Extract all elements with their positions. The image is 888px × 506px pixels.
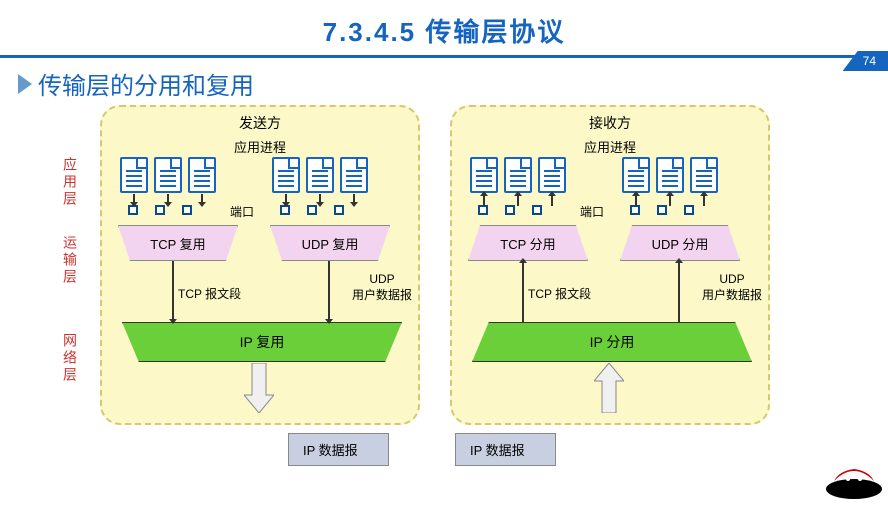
sender-title: 发送方 xyxy=(102,113,418,133)
receiver-title: 接收方 xyxy=(452,113,768,133)
receiver-ip-trap: IP 分用 xyxy=(472,322,752,362)
layer-network-label: 网络层 xyxy=(60,333,80,384)
doc-icon xyxy=(504,157,532,193)
subtitle: 传输层的分用和复用 xyxy=(18,66,888,101)
arrow-right-icon xyxy=(364,442,374,458)
sender-subtitle: 应用进程 xyxy=(102,137,418,156)
doc-icon xyxy=(154,157,182,193)
receiver-port-label: 端口 xyxy=(580,203,604,220)
sender-udp-trap: UDP 复用 xyxy=(270,225,390,261)
sender-docs-right xyxy=(272,157,368,193)
sender-tcp-trap: TCP 复用 xyxy=(118,225,238,261)
receiver-udpseg-label: UDP 用户数据报 xyxy=(702,272,762,303)
doc-icon xyxy=(470,157,498,193)
doc-icon xyxy=(656,157,684,193)
receiver-docs-right xyxy=(622,157,718,193)
arrow-right-icon xyxy=(531,442,541,458)
title-rule: 74 xyxy=(0,55,888,58)
receiver-tcp-trap: TCP 分用 xyxy=(468,225,588,261)
chevron-icon xyxy=(18,74,32,94)
doc-icon xyxy=(272,157,300,193)
doc-icon xyxy=(188,157,216,193)
receiver-ports-right xyxy=(630,205,694,215)
layer-transport-label: 运输层 xyxy=(60,235,80,286)
redhat-logo-icon xyxy=(824,451,884,501)
receiver-ipdg-box: IP 数据报 xyxy=(455,433,556,466)
sender-tcpseg-label: TCP 报文段 xyxy=(178,285,241,302)
receiver-ports-left xyxy=(478,205,542,215)
sender-port-label: 端口 xyxy=(230,203,254,220)
ipdg-label: IP 数据报 xyxy=(470,440,525,459)
doc-icon xyxy=(538,157,566,193)
subtitle-text: 传输层的分用和复用 xyxy=(38,66,254,101)
doc-icon xyxy=(690,157,718,193)
diagram-stage: 应用层 运输层 网络层 发送方 应用进程 端口 TCP 复用 UDP 复用 TC… xyxy=(0,105,888,505)
ipdg-label: IP 数据报 xyxy=(303,440,358,459)
receiver-up-arrow xyxy=(594,363,624,413)
sender-udpseg-label: UDP 用户数据报 xyxy=(352,272,412,303)
sender-ipdg-box: IP 数据报 xyxy=(288,433,389,466)
receiver-subtitle: 应用进程 xyxy=(452,137,768,156)
layer-app-label: 应用层 xyxy=(60,157,80,208)
receiver-docs-left xyxy=(470,157,566,193)
sender-down-arrow xyxy=(244,363,274,413)
slide-title: 7.3.4.5 传输层协议 xyxy=(0,0,888,55)
doc-icon xyxy=(622,157,650,193)
doc-icon xyxy=(340,157,368,193)
doc-icon xyxy=(120,157,148,193)
sender-ip-trap: IP 复用 xyxy=(122,322,402,362)
doc-icon xyxy=(306,157,334,193)
receiver-udp-trap: UDP 分用 xyxy=(620,225,740,261)
sender-docs-left xyxy=(120,157,216,193)
receiver-tcpseg-label: TCP 报文段 xyxy=(528,285,591,302)
